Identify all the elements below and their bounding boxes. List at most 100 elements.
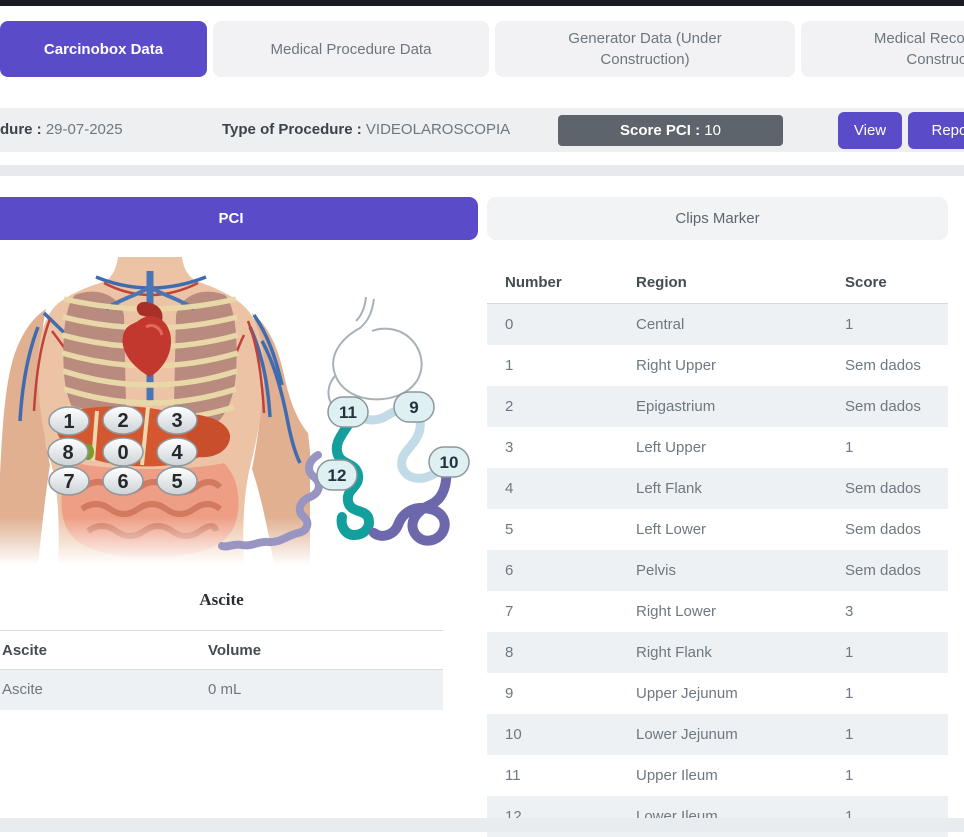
table-row: 10 Lower Jejunum 1 [487, 714, 948, 755]
bowel-marker-10[interactable]: 10 [428, 446, 470, 478]
score-cell: Sem dados [845, 398, 921, 415]
procedure-date-value: 29-07-2025 [45, 121, 123, 138]
svg-text:6: 6 [117, 471, 128, 493]
table-row: 11 Upper Ileum 1 [487, 755, 948, 796]
column-header: Volume [208, 642, 262, 659]
column-header: Score [845, 274, 887, 291]
table-row: 6 Pelvis Sem dados [487, 550, 948, 591]
score-pci-label: Score PCI : [620, 122, 701, 139]
score-cell: Sem dados [845, 480, 921, 497]
volume-cell: 0 mL [208, 681, 242, 698]
score-cell: 1 [845, 767, 854, 784]
score-cell: 1 [845, 316, 854, 333]
region-cell: Central [636, 316, 685, 333]
score-pci-badge: Score PCI : 10 [558, 115, 783, 146]
region-marker-0[interactable]: 0 [102, 437, 144, 467]
number-cell: 9 [505, 685, 514, 702]
score-cell: 1 [845, 644, 854, 661]
region-cell: Right Upper [636, 357, 717, 374]
pci-panel-header: PCI [0, 197, 478, 240]
score-cell: 1 [845, 726, 854, 743]
table-row: Ascite 0 mL [0, 670, 443, 710]
region-marker-6[interactable]: 6 [102, 466, 144, 496]
table-row: 8 Right Flank 1 [487, 632, 948, 673]
region-marker-4[interactable]: 4 [156, 437, 198, 467]
number-cell: 1 [505, 357, 514, 374]
region-cell: Right Flank [636, 644, 712, 661]
score-cell: 1 [845, 685, 854, 702]
region-cell: Upper Jejunum [636, 685, 738, 702]
anatomy-illustration: 1 2 3 8 0 4 7 6 5 11 9 12 10 [0, 257, 470, 565]
bowel-marker-12[interactable]: 12 [316, 459, 358, 491]
view-button[interactable]: View [838, 112, 902, 149]
column-header: Region [636, 274, 687, 291]
svg-text:8: 8 [62, 442, 73, 464]
region-marker-2[interactable]: 2 [102, 405, 144, 435]
bottom-window-strip [0, 818, 964, 832]
number-cell: 11 [505, 767, 521, 784]
abdomen-region-markers: 1 2 3 8 0 4 7 6 5 [47, 405, 198, 496]
svg-text:10: 10 [440, 453, 459, 472]
region-cell: Right Lower [636, 603, 717, 620]
region-cell: Epigastrium [636, 398, 716, 415]
region-marker-8[interactable]: 8 [47, 437, 89, 467]
bowel-marker-11[interactable]: 11 [327, 396, 369, 428]
table-row: 7 Right Lower 3 [487, 591, 948, 632]
tab-label: Carcinobox Data [43, 40, 164, 58]
table-row: 4 Left Flank Sem dados [487, 468, 948, 509]
procedure-type: Type of Procedure : VIDEOLAROSCOPIA [222, 108, 510, 152]
score-cell: Sem dados [845, 357, 921, 374]
tab-medical-procedure-data[interactable]: Medical Procedure Data [213, 21, 489, 77]
region-cell: Left Lower [636, 521, 707, 538]
score-cell: Sem dados [845, 562, 921, 579]
column-header: Number [505, 274, 562, 291]
bowel-diagram: 11 9 12 10 [218, 296, 470, 551]
svg-text:2: 2 [117, 410, 128, 432]
number-cell: 4 [505, 480, 514, 497]
region-marker-5[interactable]: 5 [156, 466, 198, 496]
tab-medical-record[interactable]: Medical Record (Under Construction) [801, 21, 964, 77]
region-cell: Left Upper [636, 439, 707, 456]
svg-text:12: 12 [328, 466, 347, 485]
ascite-table: Ascite Volume Ascite 0 mL [0, 630, 443, 710]
score-cell: 1 [845, 439, 854, 456]
svg-text:3: 3 [171, 410, 182, 432]
tab-label: Medical Procedure Data [270, 40, 432, 58]
region-cell: Left Flank [636, 480, 702, 497]
procedure-info-bar: dure : 29-07-2025 Type of Procedure : VI… [0, 108, 964, 152]
bowel-marker-9[interactable]: 9 [393, 391, 435, 423]
region-cell: Lower Jejunum [636, 726, 738, 743]
region-marker-3[interactable]: 3 [156, 405, 198, 435]
score-pci-value: 10 [704, 122, 721, 139]
tab-label: Generator Data (Under Construction) [568, 30, 722, 68]
region-marker-1[interactable]: 1 [48, 406, 90, 436]
tab-carcinobox-data[interactable]: Carcinobox Data [0, 21, 207, 77]
clips-table-header: Number Region Score [487, 262, 948, 304]
table-row: 5 Left Lower Sem dados [487, 509, 948, 550]
table-row: 0 Central 1 [487, 304, 948, 345]
jejunum-illustration [347, 404, 451, 483]
number-cell: 3 [505, 439, 514, 456]
procedure-type-label: Type of Procedure : [222, 121, 362, 138]
number-cell: 5 [505, 521, 514, 538]
procedure-date-label: dure : [0, 121, 42, 138]
table-row: 1 Right Upper Sem dados [487, 345, 948, 386]
svg-text:9: 9 [409, 398, 418, 417]
score-cell: 1 [845, 808, 854, 825]
region-cell: Pelvis [636, 562, 677, 579]
number-cell: 2 [505, 398, 514, 415]
clips-marker-table: Number Region Score 0 Central 1 1 Right Upp… [487, 262, 948, 837]
ascite-table-header: Ascite Volume [0, 630, 443, 670]
clips-marker-panel-header: Clips Marker [487, 197, 948, 240]
lower-jejunum-illustration [369, 458, 452, 546]
lower-ileum-illustration [218, 451, 323, 551]
procedure-type-value: VIDEOLAROSCOPIA [365, 121, 511, 138]
svg-text:11: 11 [339, 403, 357, 422]
divider-band [0, 165, 964, 176]
number-cell: 0 [505, 316, 514, 333]
report-button[interactable]: Report [908, 112, 964, 149]
column-header: Ascite [2, 642, 48, 659]
region-marker-7[interactable]: 7 [48, 466, 90, 496]
tab-generator-data[interactable]: Generator Data (Under Construction) [495, 21, 795, 77]
number-cell: 7 [505, 603, 514, 620]
